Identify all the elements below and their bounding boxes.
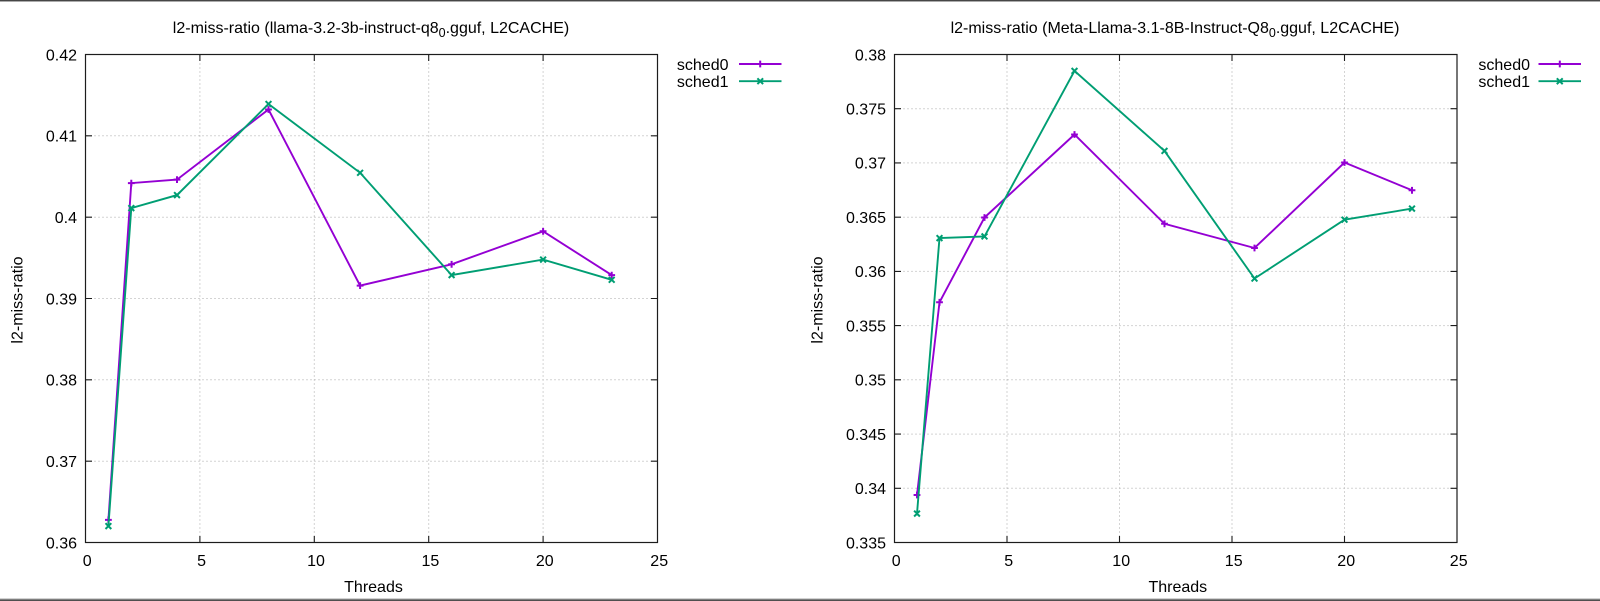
svg-text:Threads: Threads [1148,579,1207,596]
svg-text:0.375: 0.375 [846,102,886,119]
svg-text:sched1: sched1 [1478,74,1530,91]
svg-text:sched0: sched0 [677,57,729,74]
svg-text:0: 0 [83,553,92,570]
svg-text:sched1: sched1 [677,74,729,91]
svg-text:20: 20 [1337,553,1355,570]
svg-text:0.355: 0.355 [846,318,886,335]
svg-text:5: 5 [197,553,206,570]
svg-text:0.41: 0.41 [46,129,77,146]
svg-text:0: 0 [892,553,901,570]
svg-text:10: 10 [1112,553,1130,570]
svg-text:0.37: 0.37 [46,454,77,471]
svg-text:l2-miss-ratio: l2-miss-ratio [810,256,827,343]
svg-text:0.35: 0.35 [855,373,886,390]
svg-text:Threads: Threads [344,579,403,596]
svg-text:5: 5 [1004,553,1013,570]
svg-text:0.39: 0.39 [46,291,77,308]
svg-text:0.335: 0.335 [846,535,886,552]
svg-text:0.42: 0.42 [46,47,77,64]
svg-text:25: 25 [1450,553,1468,570]
svg-text:sched0: sched0 [1478,57,1530,74]
svg-text:0.38: 0.38 [855,47,886,64]
svg-text:15: 15 [422,553,440,570]
svg-text:0.38: 0.38 [46,373,77,390]
svg-text:l2-miss-ratio: l2-miss-ratio [10,256,27,343]
svg-text:0.37: 0.37 [855,156,886,173]
svg-text:20: 20 [536,553,554,570]
svg-text:15: 15 [1225,553,1243,570]
svg-text:0.34: 0.34 [855,481,886,498]
svg-text:0.36: 0.36 [46,535,77,552]
svg-text:0.365: 0.365 [846,210,886,227]
svg-text:25: 25 [650,553,668,570]
svg-text:l2-miss-ratio (Meta-Llama-3.1-: l2-miss-ratio (Meta-Llama-3.1-8B-Instruc… [951,20,1400,40]
svg-text:0.4: 0.4 [55,210,77,227]
svg-text:0.36: 0.36 [855,264,886,281]
svg-text:10: 10 [307,553,325,570]
svg-text:l2-miss-ratio (llama-3.2-3b-in: l2-miss-ratio (llama-3.2-3b-instruct-q80… [173,20,569,40]
svg-text:0.345: 0.345 [846,427,886,444]
